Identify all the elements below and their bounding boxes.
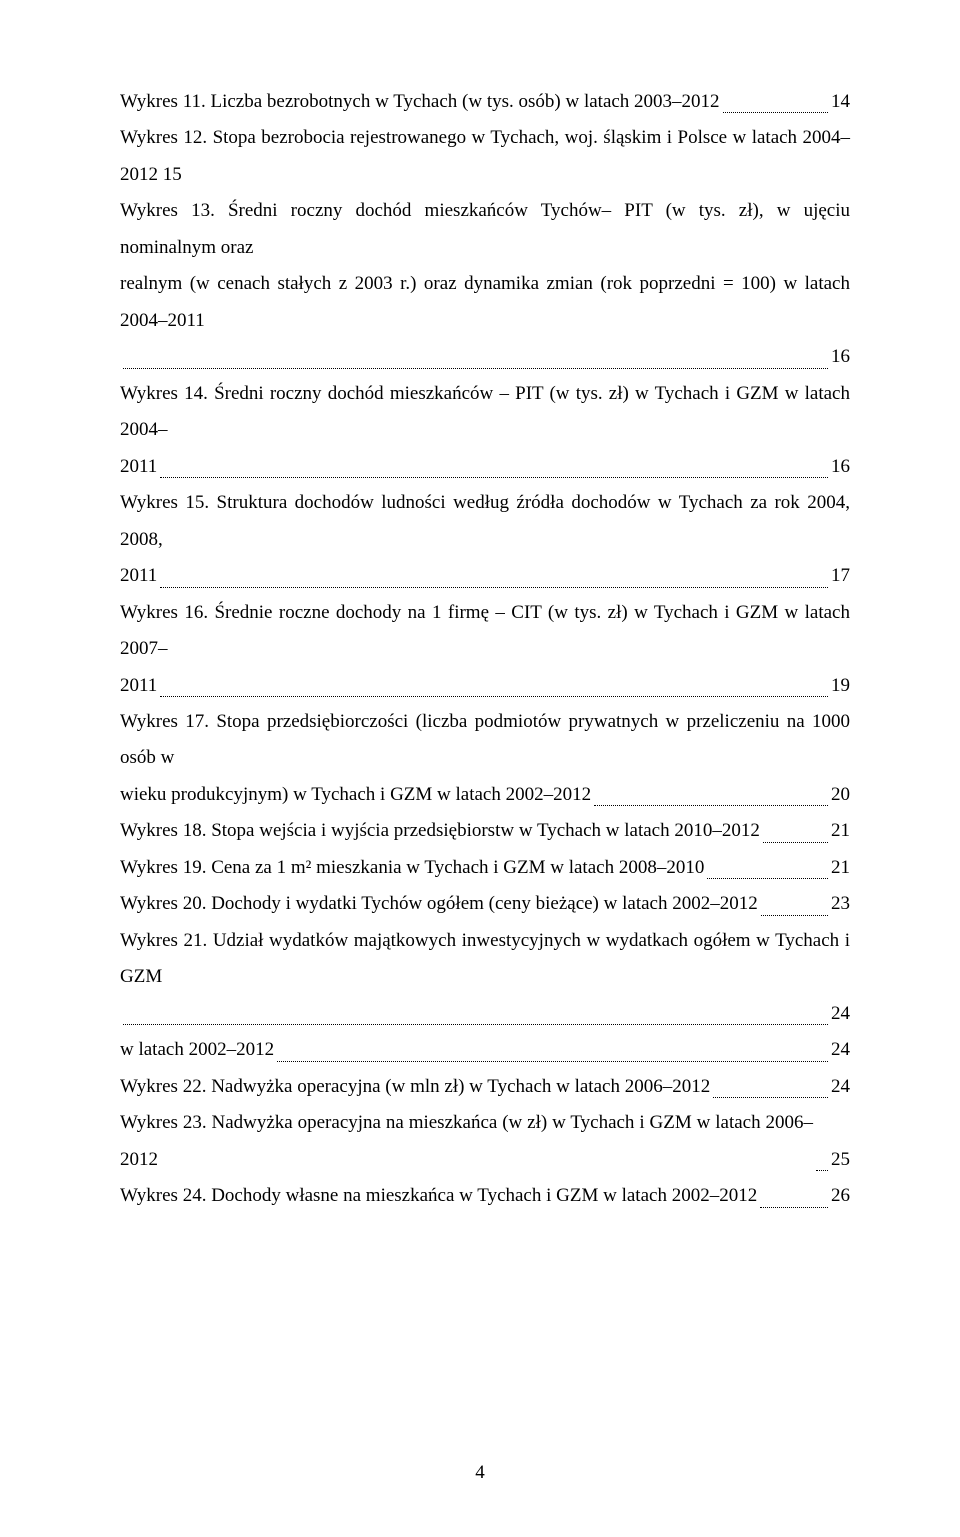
toc-entry: Wykres 20. Dochody i wydatki Tychów ogół… [120, 886, 850, 922]
toc-entry: 2011 16 [120, 449, 850, 485]
toc-entry: Wykres 11. Liczba bezrobotnych w Tychach… [120, 84, 850, 120]
toc-page-number: 24 [831, 996, 850, 1032]
toc-entry-text: Wykres 23. Nadwyżka operacyjna na mieszk… [120, 1105, 813, 1178]
toc-entry-text: Wykres 11. Liczba bezrobotnych w Tychach… [120, 84, 720, 120]
toc-leader-dots [594, 804, 828, 806]
page-number: 4 [0, 1455, 960, 1491]
toc-entry: Wykres 18. Stopa wejścia i wyjścia przed… [120, 813, 850, 849]
toc-entry-text: wieku produkcyjnym) w Tychach i GZM w la… [120, 777, 591, 813]
toc-leader-dots [160, 695, 828, 697]
toc-entry-text: Wykres 12. Stopa bezrobocia rejestrowane… [120, 127, 850, 184]
toc-entry-continuation: Wykres 21. Udział wydatków majątkowych i… [120, 923, 850, 996]
toc-leader-dots [707, 877, 828, 879]
toc-entry-text: 2011 [120, 558, 157, 594]
toc-leader-dots [123, 367, 828, 369]
toc-entry-continuation: Wykres 16. Średnie roczne dochody na 1 f… [120, 595, 850, 668]
toc-leader-dots [277, 1060, 828, 1062]
toc-page-number: 25 [831, 1142, 850, 1178]
toc-page-number: 21 [831, 850, 850, 886]
figure-list: Wykres 11. Liczba bezrobotnych w Tychach… [120, 84, 850, 1215]
toc-entry-text: 2011 [120, 449, 157, 485]
toc-page-number: 16 [831, 339, 850, 375]
toc-leader-dots [763, 841, 828, 843]
toc-entry: 2011 17 [120, 558, 850, 594]
toc-entry: w latach 2002–2012 24 [120, 1032, 850, 1068]
toc-entry: 24 [120, 996, 850, 1032]
toc-entry-text: Wykres 20. Dochody i wydatki Tychów ogół… [120, 886, 758, 922]
toc-leader-dots [723, 111, 828, 113]
toc-entry: Wykres 23. Nadwyżka operacyjna na mieszk… [120, 1105, 850, 1178]
toc-leader-dots [123, 1023, 828, 1025]
toc-page-number: 16 [831, 449, 850, 485]
page-container: Wykres 11. Liczba bezrobotnych w Tychach… [0, 0, 960, 1537]
toc-page-number: 26 [831, 1178, 850, 1214]
toc-leader-dots [160, 586, 828, 588]
toc-entry-continuation: realnym (w cenach stałych z 2003 r.) ora… [120, 266, 850, 339]
toc-entry: Wykres 12. Stopa bezrobocia rejestrowane… [120, 120, 850, 193]
toc-page-number: 24 [831, 1069, 850, 1105]
toc-entry-continuation: Wykres 13. Średni roczny dochód mieszkań… [120, 193, 850, 266]
toc-leader-dots [761, 914, 828, 916]
toc-page-number: 19 [831, 668, 850, 704]
toc-page-number: 14 [831, 84, 850, 120]
toc-entry-text: Wykres 18. Stopa wejścia i wyjścia przed… [120, 813, 760, 849]
toc-leader-dots [816, 1169, 828, 1171]
toc-leader-dots [760, 1206, 828, 1208]
toc-entry-continuation: Wykres 15. Struktura dochodów ludności w… [120, 485, 850, 558]
toc-entry: Wykres 24. Dochody własne na mieszkańca … [120, 1178, 850, 1214]
toc-entry-continuation: Wykres 17. Stopa przedsiębiorczości (lic… [120, 704, 850, 777]
toc-entry-text: Wykres 19. Cena za 1 m² mieszkania w Tyc… [120, 850, 704, 886]
toc-entry-text: Wykres 24. Dochody własne na mieszkańca … [120, 1178, 757, 1214]
toc-leader-dots [160, 476, 828, 478]
toc-page-number: 21 [831, 813, 850, 849]
toc-entry: Wykres 22. Nadwyżka operacyjna (w mln zł… [120, 1069, 850, 1105]
toc-entry-text: w latach 2002–2012 [120, 1032, 274, 1068]
toc-page-number: 20 [831, 777, 850, 813]
toc-leader-dots [713, 1096, 828, 1098]
toc-page-number: 23 [831, 886, 850, 922]
toc-entry-continuation: Wykres 14. Średni roczny dochód mieszkań… [120, 376, 850, 449]
toc-entry-text: 2011 [120, 668, 157, 704]
toc-page-number: 24 [831, 1032, 850, 1068]
toc-page-number: 17 [831, 558, 850, 594]
toc-entry: 16 [120, 339, 850, 375]
toc-entry: wieku produkcyjnym) w Tychach i GZM w la… [120, 777, 850, 813]
toc-entry-text: Wykres 22. Nadwyżka operacyjna (w mln zł… [120, 1069, 710, 1105]
toc-entry: Wykres 19. Cena za 1 m² mieszkania w Tyc… [120, 850, 850, 886]
toc-entry: 2011 19 [120, 668, 850, 704]
